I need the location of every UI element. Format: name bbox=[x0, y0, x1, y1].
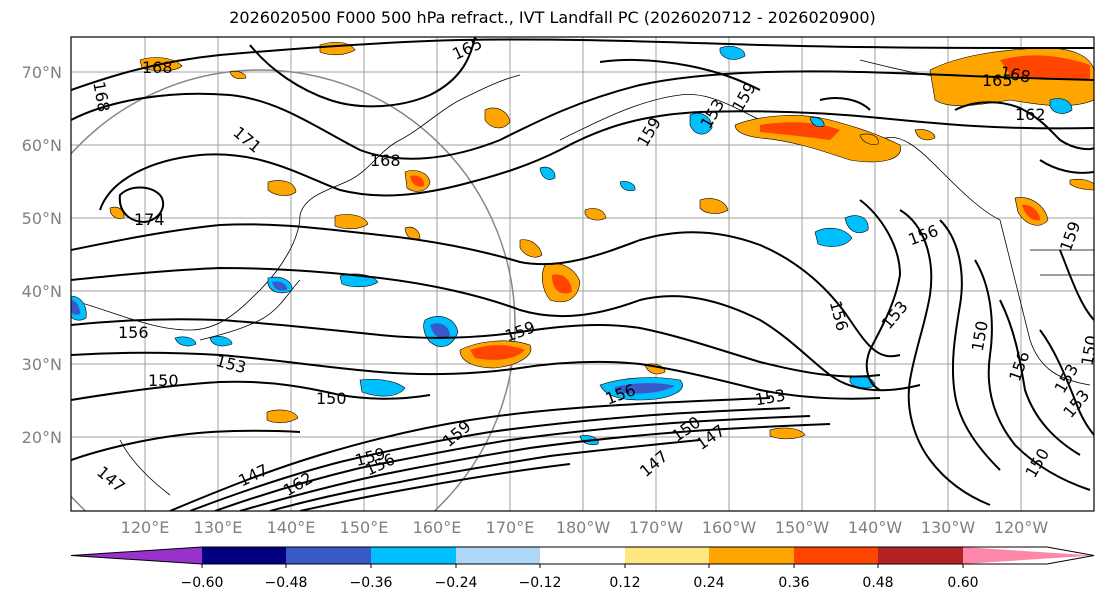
colorbar-tick-label: −0.36 bbox=[350, 575, 393, 591]
colorbar: −0.60 −0.48 −0.36 −0.24 −0.12 0.12 0.24 … bbox=[70, 546, 1095, 591]
colorbar-segment bbox=[456, 547, 540, 564]
contour-label: 150 bbox=[1077, 334, 1101, 367]
contour-label: 150 bbox=[316, 389, 347, 408]
latitude-labels: 70°N 60°N 50°N 40°N 30°N 20°N bbox=[22, 63, 62, 447]
lon-label: 170°E bbox=[486, 518, 535, 537]
lon-label: 130°E bbox=[194, 518, 243, 537]
lat-label: 40°N bbox=[22, 282, 62, 301]
lon-label: 170°W bbox=[629, 518, 684, 537]
lon-label: 120°W bbox=[994, 518, 1049, 537]
colorbar-segment bbox=[202, 547, 286, 564]
colorbar-segment bbox=[625, 547, 709, 564]
longitude-labels: 120°E 130°E 140°E 150°E 160°E 170°E 180°… bbox=[121, 518, 1049, 537]
colorbar-segment bbox=[71, 547, 202, 564]
colorbar-segment bbox=[371, 547, 456, 564]
colorbar-segments bbox=[70, 546, 1095, 565]
colorbar-tick-label: 0.36 bbox=[778, 575, 809, 591]
colorbar-tick-label: 0.60 bbox=[947, 575, 978, 591]
lat-label: 30°N bbox=[22, 355, 62, 374]
colorbar-tick-label: 0.12 bbox=[609, 575, 640, 591]
lon-label: 140°W bbox=[848, 518, 903, 537]
colorbar-segment bbox=[963, 547, 1094, 564]
map-frame bbox=[70, 36, 1095, 512]
map-title: 2026020500 F000 500 hPa refract., IVT La… bbox=[229, 8, 876, 27]
contour-label: 150 bbox=[148, 371, 179, 390]
colorbar-segment bbox=[286, 547, 371, 564]
lon-label: 150°E bbox=[340, 518, 389, 537]
colorbar-segment bbox=[794, 547, 878, 564]
lon-label: 130°W bbox=[921, 518, 976, 537]
lon-label: 140°E bbox=[267, 518, 316, 537]
colorbar-segment bbox=[540, 547, 625, 564]
lon-label: 160°E bbox=[413, 518, 462, 537]
contour-label: 168 bbox=[370, 151, 401, 170]
lon-label: 150°W bbox=[775, 518, 830, 537]
contour-label: 156 bbox=[118, 323, 149, 342]
colorbar-tick-label: −0.24 bbox=[435, 575, 478, 591]
colorbar-segment bbox=[709, 547, 794, 564]
contour-lines bbox=[71, 37, 1094, 511]
colorbar-segment bbox=[878, 547, 963, 564]
lat-label: 60°N bbox=[22, 136, 62, 155]
lon-label: 160°W bbox=[702, 518, 757, 537]
colorbar-tick-label: −0.60 bbox=[181, 575, 224, 591]
contour-label: 168 bbox=[142, 58, 173, 77]
range-circle bbox=[71, 69, 516, 511]
lat-label: 50°N bbox=[22, 209, 62, 228]
lat-label: 20°N bbox=[22, 428, 62, 447]
lon-label: 120°E bbox=[121, 518, 170, 537]
contour-label: 165 bbox=[982, 71, 1013, 90]
colorbar-tick-marks bbox=[201, 564, 964, 568]
contour-label: 174 bbox=[134, 210, 165, 229]
lat-label: 70°N bbox=[22, 63, 62, 82]
colorbar-tick-label: −0.48 bbox=[265, 575, 308, 591]
colorbar-tick-label: −0.12 bbox=[519, 575, 562, 591]
colorbar-tick-label: 0.24 bbox=[693, 575, 724, 591]
lon-label: 180°W bbox=[556, 518, 611, 537]
contour-label: 162 bbox=[1015, 105, 1046, 124]
colorbar-tick-label: 0.48 bbox=[862, 575, 893, 591]
